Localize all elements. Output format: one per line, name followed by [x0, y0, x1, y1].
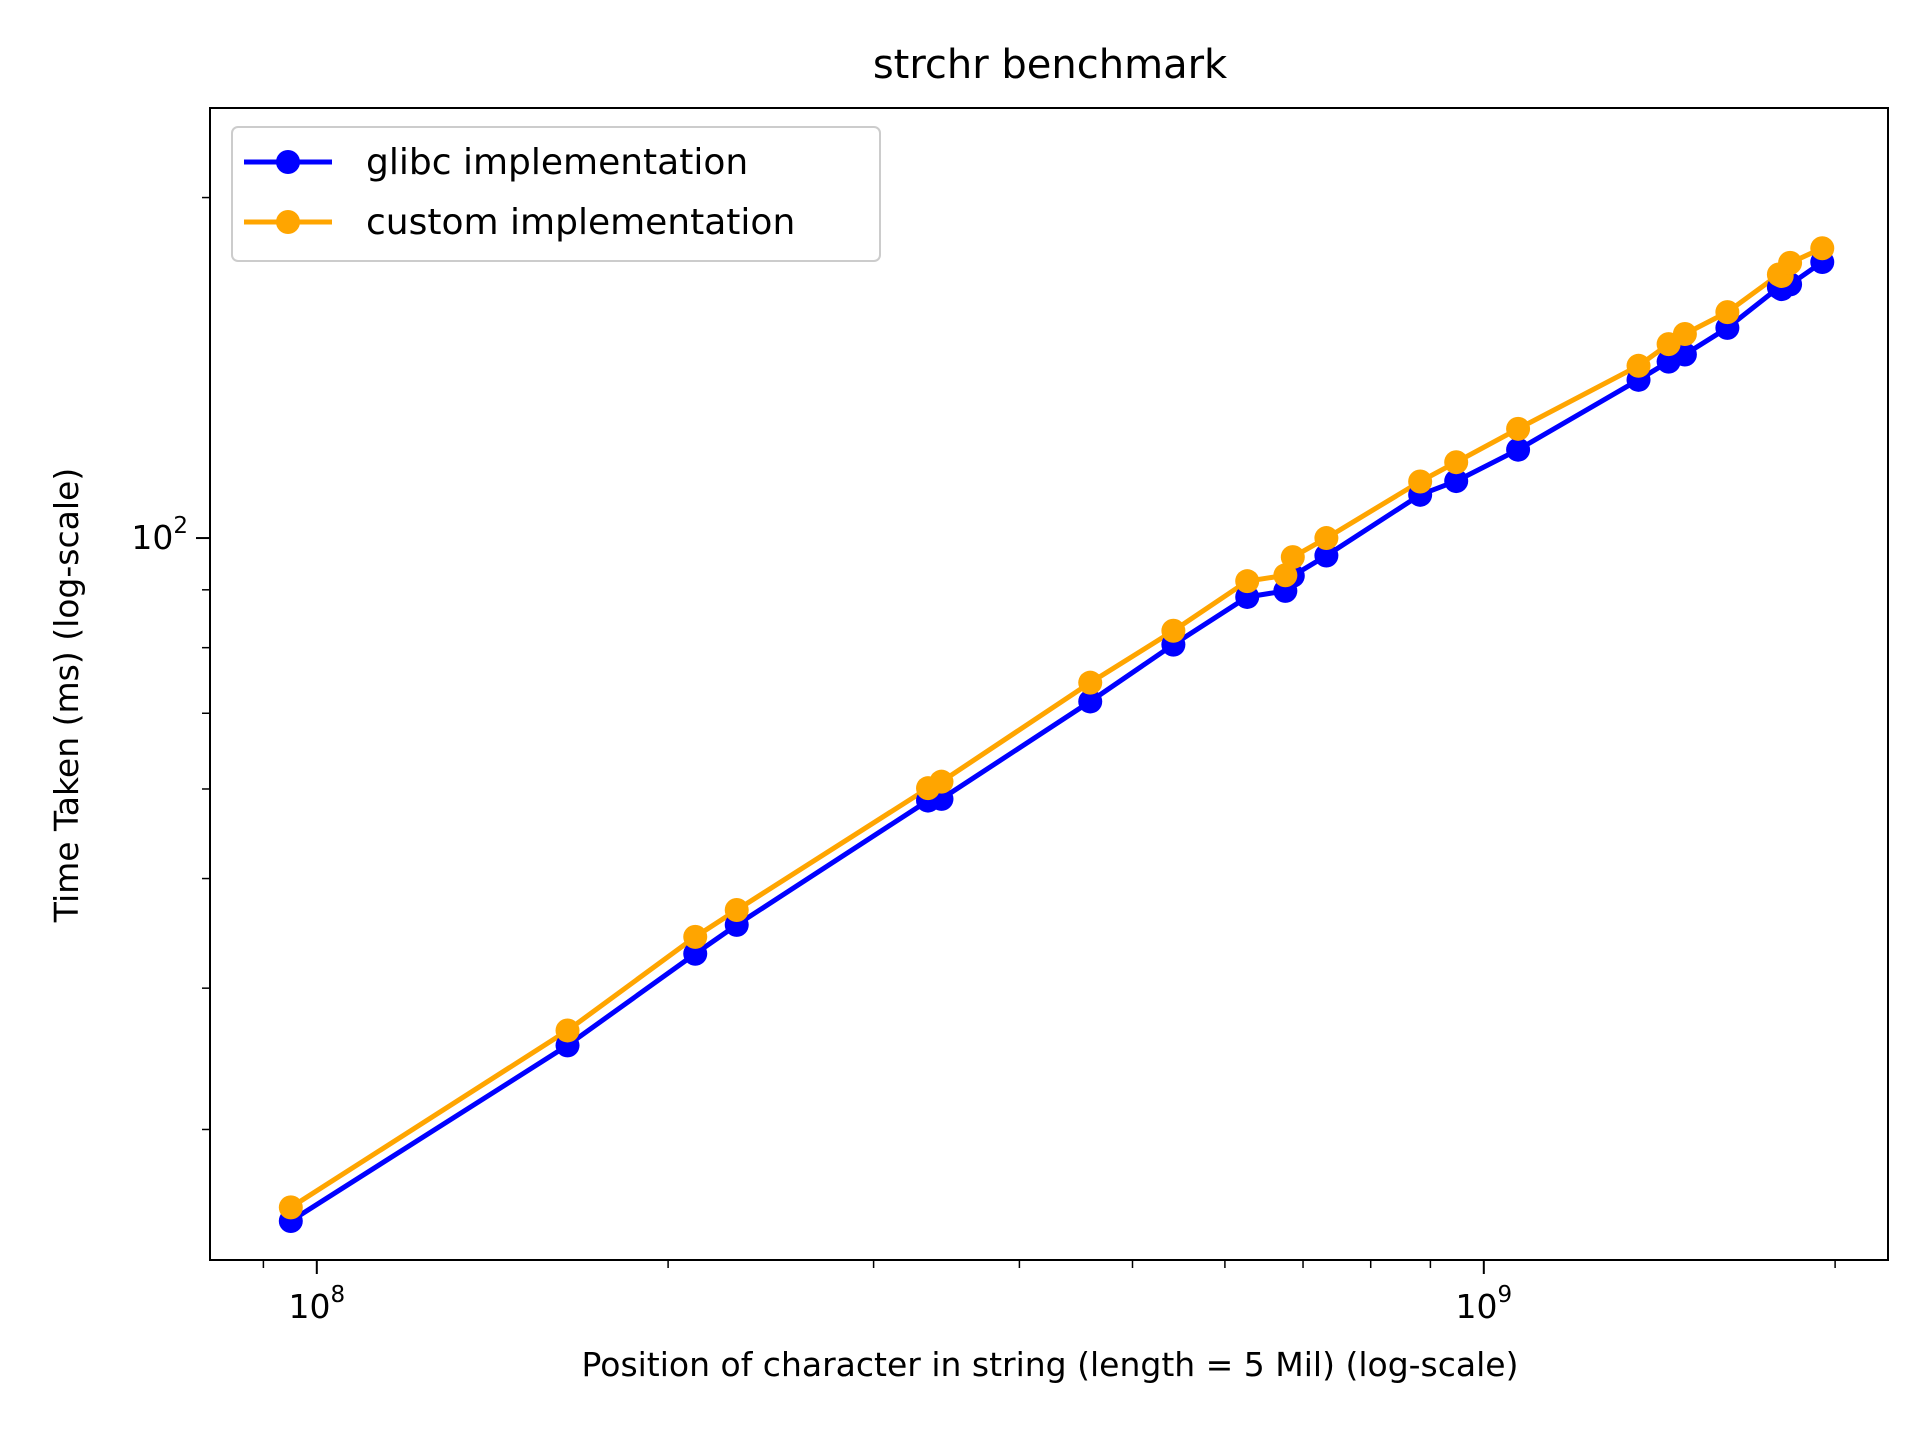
data-point: [1778, 250, 1803, 275]
data-point: [1715, 300, 1740, 325]
data-point: [724, 897, 749, 922]
legend-box: [231, 126, 881, 262]
y-axis-ticks: 102: [131, 196, 210, 1131]
data-point: [1672, 321, 1697, 346]
legend-marker-custom: [276, 210, 300, 234]
x-tick-label: 109: [1455, 1282, 1512, 1326]
data-point: [1078, 670, 1103, 695]
legend: glibc implementation custom implementati…: [231, 126, 881, 262]
chart-title: strchr benchmark: [873, 42, 1228, 88]
data-point: [1408, 469, 1433, 494]
x-axis-label: Position of character in string (length …: [582, 1345, 1519, 1384]
y-tick-label: 102: [131, 513, 188, 557]
axes-frame: [209, 107, 1889, 1261]
data-point: [1314, 526, 1339, 551]
legend-marker-glibc: [276, 150, 300, 174]
data-point: [1280, 545, 1305, 570]
data-point: [278, 1195, 303, 1220]
data-point: [1235, 569, 1260, 594]
data-point: [1506, 437, 1531, 462]
y-axis-label: Time Taken (ms) (log-scale): [47, 468, 86, 923]
data-point: [555, 1018, 580, 1043]
data-point: [683, 924, 708, 949]
data-point: [1626, 353, 1651, 378]
data-point: [1078, 689, 1103, 714]
data-point: [1161, 618, 1186, 643]
data-point: [1444, 450, 1469, 475]
series-markers: [278, 236, 1835, 1234]
x-axis-ticks: 108 109: [262, 1260, 1836, 1326]
data-point: [1273, 563, 1298, 588]
data-point: [1810, 236, 1835, 261]
data-point: [1444, 469, 1469, 494]
x-tick-label: 108: [288, 1282, 345, 1326]
data-point: [929, 769, 954, 794]
data-point: [1314, 543, 1339, 568]
legend-label-glibc: glibc implementation: [366, 142, 748, 183]
data-point: [1506, 416, 1531, 441]
legend-label-custom: custom implementation: [366, 202, 795, 243]
data-point: [683, 941, 708, 966]
